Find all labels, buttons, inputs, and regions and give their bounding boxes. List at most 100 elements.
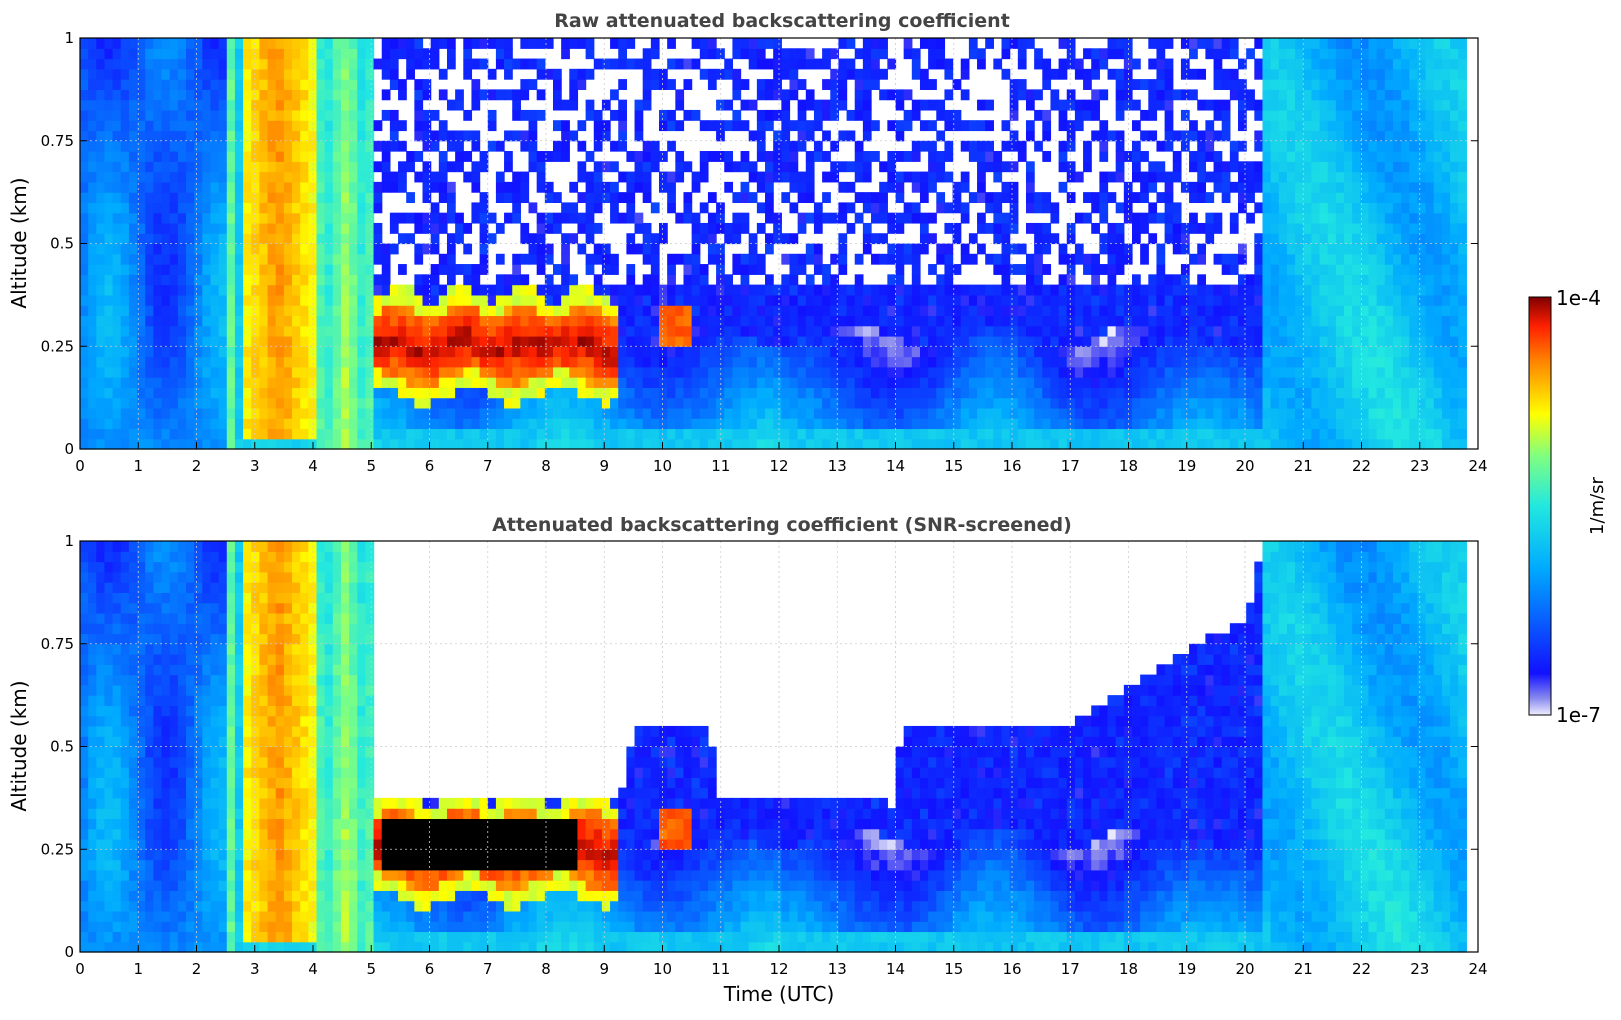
heatmap-cell: [186, 366, 195, 378]
heatmap-cell: [797, 315, 807, 327]
heatmap-cell: [316, 243, 326, 255]
heatmap-cell: [463, 48, 473, 60]
heatmap-cell: [756, 48, 766, 60]
heatmap-cell: [675, 377, 685, 388]
heatmap-cell: [1050, 377, 1060, 388]
heatmap-cell: [1083, 192, 1092, 204]
heatmap-cell: [1156, 284, 1166, 296]
heatmap-cell: [1164, 438, 1174, 450]
heatmap-cell: [544, 315, 554, 327]
heatmap-cell: [1172, 161, 1182, 173]
heatmap-cell: [463, 305, 473, 317]
heatmap-cell: [552, 315, 562, 327]
heatmap-cell: [446, 438, 456, 450]
heatmap-cell: [283, 171, 293, 183]
heatmap-cell: [324, 171, 334, 183]
heatmap-cell: [487, 315, 497, 327]
heatmap-cell: [691, 377, 701, 388]
heatmap-cell: [1335, 202, 1345, 214]
heatmap-cell: [659, 377, 668, 388]
heatmap-cell: [1083, 356, 1092, 368]
heatmap-cell: [1172, 315, 1182, 327]
heatmap-cell: [292, 68, 301, 80]
heatmap-cell: [862, 366, 872, 378]
heatmap-cell: [1278, 253, 1288, 265]
heatmap-cell: [601, 181, 611, 193]
heatmap-cell: [1115, 335, 1125, 347]
heatmap-cell: [446, 377, 456, 388]
heatmap-cell: [512, 58, 521, 70]
heatmap-cell: [830, 284, 840, 296]
heatmap-cell: [585, 397, 595, 409]
heatmap-cell: [993, 171, 1003, 183]
heatmap-cell: [1058, 315, 1068, 327]
heatmap-cell: [365, 79, 375, 90]
heatmap-cell: [1278, 202, 1288, 214]
heatmap-cell: [797, 387, 807, 399]
heatmap-cell: [911, 202, 921, 214]
heatmap-cell: [128, 243, 138, 255]
heatmap-cell: [1213, 212, 1223, 224]
heatmap-cell: [487, 356, 497, 368]
heatmap-cell: [234, 99, 244, 111]
heatmap-cell: [1205, 418, 1215, 430]
heatmap-cell: [879, 418, 888, 430]
heatmap-cell: [642, 48, 652, 60]
heatmap-cell: [1327, 99, 1337, 111]
heatmap-cell: [357, 325, 367, 337]
heatmap-cell: [234, 315, 244, 327]
heatmap-cell: [1066, 428, 1076, 440]
heatmap-cell: [1238, 387, 1247, 399]
heatmap-cell: [1238, 89, 1247, 101]
heatmap-cell: [650, 243, 660, 255]
heatmap-cell: [968, 377, 978, 388]
heatmap-cell: [822, 438, 831, 450]
heatmap-cell: [357, 407, 367, 419]
heatmap-cell: [504, 397, 513, 409]
heatmap-cell: [724, 68, 734, 80]
heatmap-cell: [210, 346, 220, 358]
heatmap-cell: [805, 284, 815, 296]
heatmap-cell: [1050, 356, 1060, 368]
heatmap-cell: [1050, 89, 1060, 101]
heatmap-cell: [1197, 284, 1206, 296]
heatmap-cell: [104, 58, 114, 70]
heatmap-cell: [365, 140, 375, 152]
heatmap-cell: [765, 233, 774, 245]
heatmap-cell: [153, 120, 163, 132]
heatmap-cell: [1254, 264, 1264, 275]
heatmap-cell: [88, 407, 97, 419]
heatmap-cell: [487, 387, 497, 399]
heatmap-cell: [145, 377, 154, 388]
heatmap-cell: [610, 346, 619, 358]
heatmap-cell: [349, 68, 358, 80]
heatmap-cell: [944, 438, 954, 450]
heatmap-cell: [340, 222, 350, 234]
heatmap-cell: [1229, 68, 1239, 80]
heatmap-cell: [324, 315, 334, 327]
heatmap-cell: [903, 48, 913, 60]
heatmap-cell: [1238, 377, 1247, 388]
heatmap-cell: [340, 377, 350, 388]
heatmap-cell: [145, 192, 154, 204]
heatmap-cell: [1319, 151, 1329, 162]
heatmap-cell: [1009, 99, 1019, 111]
heatmap-cell: [805, 130, 815, 142]
heatmap-cell: [805, 58, 815, 70]
heatmap-cell: [871, 346, 880, 358]
heatmap-cell: [1270, 130, 1280, 142]
heatmap-cell: [1058, 284, 1068, 296]
heatmap-cell: [1099, 48, 1109, 60]
heatmap-cell: [349, 130, 358, 142]
heatmap-cell: [968, 335, 978, 347]
heatmap-cell: [944, 407, 954, 419]
heatmap-cell: [618, 38, 627, 49]
heatmap-cell: [659, 171, 668, 183]
heatmap-cell: [552, 151, 562, 162]
heatmap-cell: [80, 109, 89, 121]
heatmap-cell: [177, 243, 187, 255]
heatmap-cell: [324, 58, 334, 70]
heatmap-cell: [1074, 109, 1084, 121]
heatmap-cell: [487, 366, 497, 378]
heatmap-cell: [659, 387, 668, 399]
